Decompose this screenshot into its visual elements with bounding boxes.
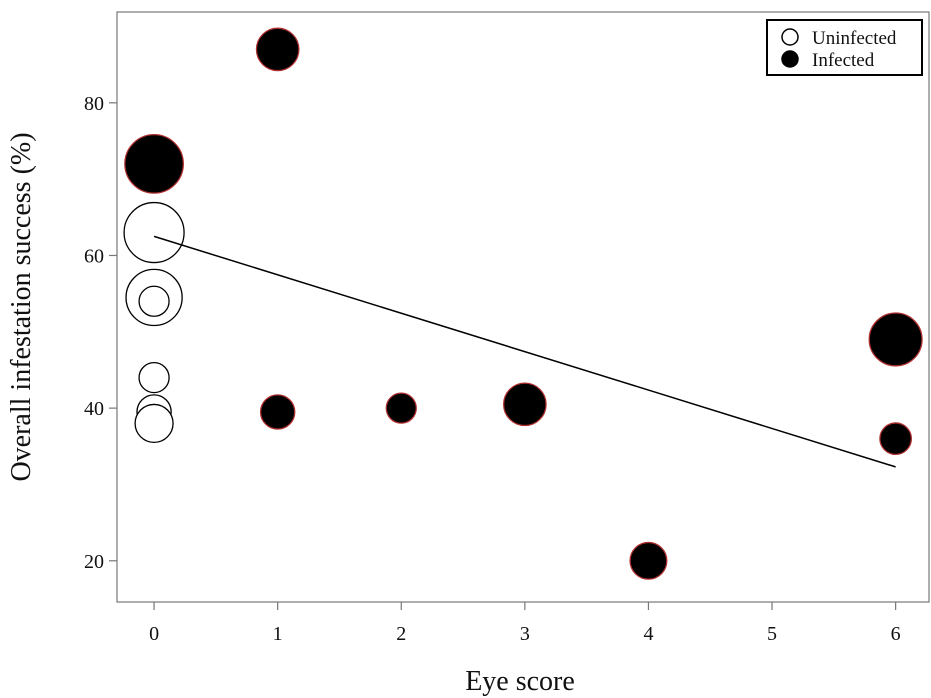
- infected-point: [629, 541, 668, 580]
- infected-point: [259, 394, 296, 430]
- legend: Uninfected Infected: [766, 19, 923, 76]
- plot-frame: [116, 11, 930, 603]
- infected-point: [255, 27, 300, 72]
- x-tick-label: 0: [149, 623, 159, 645]
- y-axis-title: Overall infestation success (%): [6, 132, 37, 481]
- y-tick-label: 80: [84, 93, 104, 115]
- uninfected-point: [138, 285, 170, 317]
- legend-infected-label: Infected: [812, 50, 875, 71]
- y-tick-label: 20: [84, 551, 104, 573]
- infected-point: [879, 422, 913, 456]
- x-tick-label: 1: [273, 623, 283, 645]
- x-tick-label: 5: [767, 623, 777, 645]
- uninfected-point: [134, 403, 174, 444]
- infected-point: [502, 382, 547, 427]
- x-tick-label: 3: [520, 623, 530, 645]
- uninfected-point: [138, 361, 170, 394]
- trend-line: [153, 235, 896, 468]
- infected-point: [385, 392, 417, 424]
- legend-uninfected-label: Uninfected: [812, 28, 897, 49]
- y-tick-label: 60: [84, 245, 104, 267]
- uninfected-point: [123, 201, 185, 264]
- y-tick-label: 40: [84, 398, 104, 420]
- x-tick-label: 6: [891, 623, 901, 645]
- x-tick-label: 2: [396, 623, 406, 645]
- data-points: [123, 27, 923, 580]
- x-axis-title: Eye score: [465, 666, 575, 697]
- infected-point: [124, 133, 184, 194]
- legend-uninfected-marker: [781, 28, 799, 46]
- infected-point: [868, 312, 923, 367]
- legend-infected-marker: [781, 50, 799, 68]
- x-tick-label: 4: [643, 623, 653, 645]
- y-axis: 20 40 60 80: [84, 93, 117, 573]
- x-axis: 0 1 2 3 4 5 6: [149, 602, 901, 645]
